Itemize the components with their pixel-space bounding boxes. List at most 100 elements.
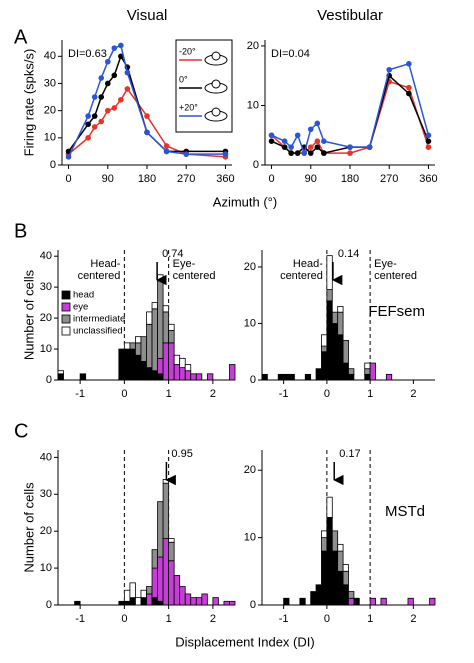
histogram-bar (321, 537, 328, 552)
histogram-bar (173, 364, 181, 381)
y-tick-label: 0 (250, 599, 256, 611)
histogram-bar (337, 550, 344, 572)
legend-icon (211, 51, 221, 61)
histogram-bar (321, 345, 328, 353)
histogram-bar (206, 373, 214, 381)
histogram-bar (157, 501, 164, 558)
x-tick-label: 2 (410, 613, 416, 625)
histogram-bar (146, 323, 153, 369)
data-point (98, 75, 105, 81)
histogram-bar (321, 550, 328, 606)
region-annotation: centered (280, 270, 323, 282)
x-tick-label: 1 (166, 388, 172, 400)
y-tick-label: 20 (40, 312, 52, 324)
y-tick-label: 10 (44, 132, 56, 144)
series-line (271, 80, 430, 154)
x-tick-label: 360 (216, 173, 234, 185)
histogram-bar (140, 361, 147, 381)
data-point (425, 132, 432, 139)
histogram-bar (310, 591, 317, 606)
data-point (124, 86, 131, 92)
histogram-bar (151, 302, 158, 310)
histogram-bar (179, 357, 186, 369)
histogram-bar (151, 597, 158, 606)
data-point (98, 94, 105, 100)
data-point (118, 96, 124, 103)
histogram-bar (353, 597, 360, 606)
histogram-bar (123, 600, 131, 606)
histogram-bar (162, 311, 170, 344)
y-tick-label: 10 (40, 562, 52, 574)
y-tick-label: 10 (244, 532, 256, 544)
data-point (321, 150, 327, 156)
panel-label: C (14, 420, 28, 442)
y-tick-label: 10 (244, 317, 256, 329)
histogram-bar (364, 373, 371, 381)
legend-label: eye (73, 302, 88, 313)
x-tick-label: 1 (166, 613, 172, 625)
panel-label: B (14, 220, 27, 242)
y-tick-label: 20 (244, 464, 256, 476)
panel-label: A (14, 26, 28, 48)
x-tick-label: 90 (102, 173, 114, 185)
histogram-bar (146, 586, 153, 595)
histogram-bar (348, 368, 355, 375)
x-tick-label: 2 (210, 613, 216, 625)
histogram-bar (118, 348, 125, 381)
histogram-bar (129, 597, 136, 606)
legend-swatch (61, 326, 71, 336)
histogram-bar (157, 556, 164, 602)
x-tick-label: 360 (419, 173, 437, 185)
data-point (111, 72, 118, 79)
histogram-bar (135, 342, 142, 356)
data-point (104, 107, 111, 114)
region-annotation: centered (78, 270, 121, 282)
histogram-bar (173, 354, 181, 365)
histogram-bar (342, 564, 349, 572)
x-tick-label: 0 (121, 613, 127, 625)
data-point (307, 144, 314, 150)
y-tick-label: 10 (40, 343, 52, 355)
histogram-bar (162, 342, 170, 381)
region-annotation: Head- (293, 258, 323, 270)
di-label: 0.95 (171, 448, 192, 460)
y-axis-label: Firing rate (spks/s) (21, 49, 36, 157)
legend-swatch (61, 290, 71, 300)
y-tick-label: 30 (40, 488, 52, 500)
histogram-bar (151, 308, 158, 372)
x-tick-label: -1 (75, 388, 85, 400)
histogram-bar (331, 311, 339, 324)
region-annotation: Eye- (374, 258, 397, 270)
histogram-bar (321, 351, 328, 381)
di-label: 0.74 (162, 248, 183, 260)
histogram-bar (195, 597, 203, 606)
x-tick-label: 270 (177, 173, 195, 185)
data-point (406, 90, 412, 97)
x-tick-label: 0 (324, 613, 330, 625)
legend-label: intermediate (73, 314, 125, 325)
x-tick-label: -1 (279, 388, 289, 400)
data-point (294, 132, 301, 139)
series-line (271, 62, 430, 156)
legend-swatch (61, 314, 71, 324)
histogram-bar (57, 370, 64, 375)
x-tick-label: 270 (380, 173, 398, 185)
y-tick-label: 20 (247, 40, 259, 52)
data-point (307, 126, 314, 133)
histogram-bar (129, 348, 136, 381)
data-point (406, 84, 412, 91)
histogram-bar (162, 538, 170, 606)
histogram-bar (129, 582, 136, 599)
histogram-bar (162, 305, 170, 313)
data-point (425, 138, 432, 144)
y-tick-label: 20 (244, 261, 256, 273)
data-point (124, 69, 131, 76)
di-label: 0.14 (338, 248, 359, 260)
data-point (85, 135, 91, 141)
y-tick-label: 20 (40, 525, 52, 537)
histogram-bar (380, 597, 387, 606)
legend-label: unclassified (73, 326, 123, 337)
y-tick-label: 40 (40, 451, 52, 463)
histogram-bar (168, 541, 175, 562)
y-tick-label: 40 (40, 250, 52, 262)
